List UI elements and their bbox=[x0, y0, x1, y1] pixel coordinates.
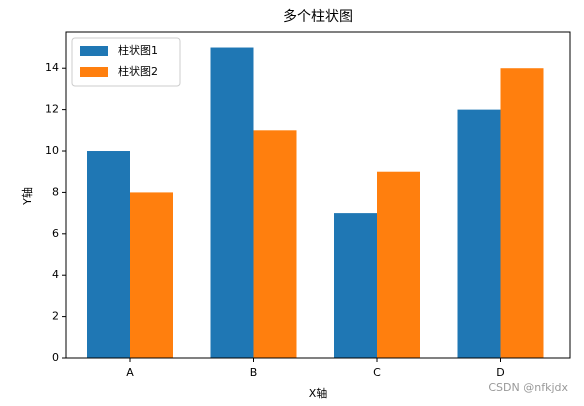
bar bbox=[210, 47, 254, 359]
bar bbox=[377, 171, 420, 358]
plot-frame bbox=[65, 31, 571, 359]
bar bbox=[334, 213, 377, 358]
chart-title: 多个柱状图 bbox=[283, 8, 353, 25]
bar bbox=[253, 130, 297, 358]
bar bbox=[87, 151, 130, 358]
y-tick-label: 4 bbox=[52, 268, 59, 281]
bar bbox=[500, 68, 544, 358]
x-tick-label: D bbox=[496, 366, 504, 379]
bar bbox=[457, 109, 501, 358]
y-tick-label: 0 bbox=[52, 351, 59, 364]
legend-label: 柱状图2 bbox=[118, 64, 158, 78]
x-axis-label: X轴 bbox=[309, 386, 328, 400]
bar bbox=[130, 192, 173, 358]
y-tick-label: 2 bbox=[52, 310, 59, 323]
y-tick-label: 14 bbox=[45, 61, 59, 74]
x-tick-label: C bbox=[373, 366, 381, 379]
legend-label: 柱状图1 bbox=[118, 43, 158, 57]
x-tick-label: B bbox=[250, 366, 258, 379]
y-tick-label: 8 bbox=[52, 185, 59, 198]
watermark: CSDN @nfkjdx bbox=[488, 381, 568, 394]
x-tick-label: A bbox=[126, 366, 134, 379]
y-tick-label: 10 bbox=[45, 144, 59, 157]
legend-swatch bbox=[80, 46, 108, 56]
legend-swatch bbox=[80, 67, 108, 77]
y-axis-label: Y轴 bbox=[20, 187, 34, 206]
y-tick-label: 12 bbox=[45, 103, 59, 116]
y-tick-label: 6 bbox=[52, 227, 59, 240]
